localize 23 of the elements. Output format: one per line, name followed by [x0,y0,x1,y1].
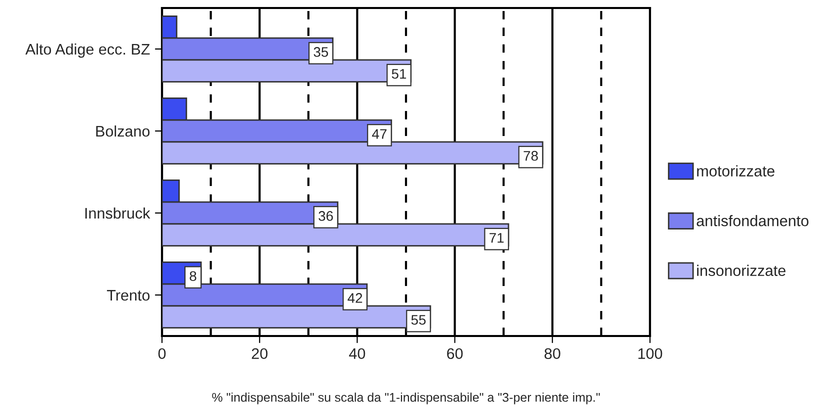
data-label: 8 [190,271,196,282]
x-axis-title: % "indispensabile" su scala da "1-indispensabile" a "3-per niente imp." [212,392,600,404]
data-label: 42 [348,293,362,303]
data-label: 71 [490,233,504,243]
y-tick-label: Bolzano [96,125,150,137]
data-label: 51 [392,69,406,79]
y-tick-label: Alto Adige ecc. BZ [25,43,150,58]
x-tick-label: 80 [544,348,560,360]
legend-label: motorizzate [697,165,774,176]
data-label: 55 [411,315,426,325]
x-tick-label: 0 [158,348,166,360]
data-label: 36 [318,211,333,221]
legend-label: antisfondamento [696,215,808,226]
y-tick-label: Trento [106,290,150,301]
x-tick-label: 100 [638,348,662,360]
legend-label: insonorizzate [697,264,786,276]
data-label: 78 [524,150,538,161]
x-tick-label: 40 [349,348,366,360]
x-tick-label: 20 [252,348,268,360]
data-label: 47 [372,129,386,139]
y-tick-label: Innsbruck [85,207,150,219]
data-label: 35 [314,47,328,57]
x-tick-label: 60 [447,348,463,360]
